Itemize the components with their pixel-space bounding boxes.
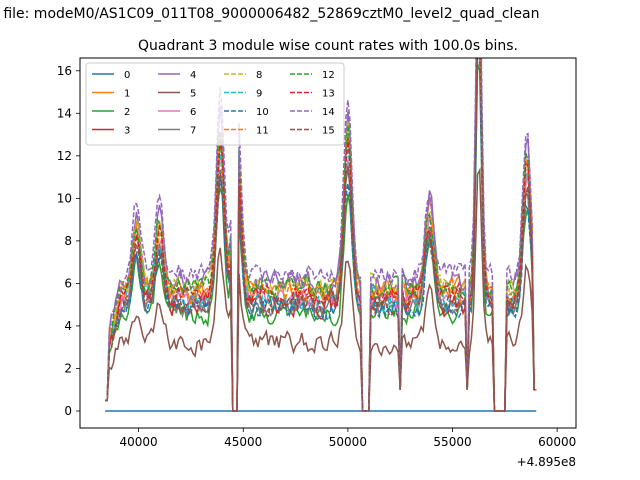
x-tick-label: 40000	[120, 435, 158, 449]
chart-title: Quadrant 3 module wise count rates with …	[138, 38, 518, 54]
legend-label-1: 1	[124, 89, 130, 100]
legend-label-7: 7	[190, 126, 196, 137]
y-tick-label: 4	[64, 319, 72, 333]
series-line-13	[105, 58, 537, 412]
legend-label-5: 5	[190, 89, 196, 100]
y-tick-label: 16	[57, 64, 72, 78]
y-axis: 0 2 4 6 8 10 12 14 16	[57, 64, 80, 418]
series-line-14	[105, 58, 537, 412]
legend-label-2: 2	[124, 107, 130, 118]
series-line-12	[105, 58, 537, 412]
y-tick-label: 2	[64, 361, 72, 375]
series-line-5	[105, 167, 537, 412]
x-axis-offset-label: +4.895e8	[517, 455, 576, 469]
y-tick-label: 10	[57, 191, 72, 205]
series-group	[105, 58, 537, 412]
legend-label-12: 12	[322, 70, 335, 81]
legend-label-15: 15	[322, 126, 335, 137]
legend-label-9: 9	[256, 89, 262, 100]
x-tick-label: 60000	[538, 435, 576, 449]
legend-label-0: 0	[124, 70, 130, 81]
legend-frame	[85, 62, 345, 146]
x-tick-label: 45000	[224, 435, 262, 449]
legend-label-8: 8	[256, 70, 262, 81]
legend-label-14: 14	[322, 107, 335, 118]
x-tick-label: 50000	[329, 435, 367, 449]
y-tick-label: 8	[64, 234, 72, 248]
y-tick-label: 6	[64, 276, 72, 290]
legend-label-13: 13	[322, 89, 335, 100]
y-tick-label: 14	[57, 106, 72, 120]
y-tick-label: 12	[57, 149, 72, 163]
x-tick-label: 55000	[433, 435, 471, 449]
x-axis: 40000 45000 50000 55000 60000	[120, 428, 576, 449]
legend-label-3: 3	[124, 126, 130, 137]
figure-suptitle: n file: modeM0/AS1C09_011T08_9000006482_…	[0, 6, 540, 22]
legend-label-4: 4	[190, 70, 196, 81]
series-line-15	[105, 58, 537, 412]
series-line-8	[105, 58, 537, 412]
y-tick-label: 0	[64, 404, 72, 418]
legend-label-10: 10	[256, 107, 269, 118]
legend-label-11: 11	[256, 126, 269, 137]
legend-label-6: 6	[190, 107, 196, 118]
plot-area	[79, 57, 577, 429]
axes-frame	[79, 57, 577, 429]
